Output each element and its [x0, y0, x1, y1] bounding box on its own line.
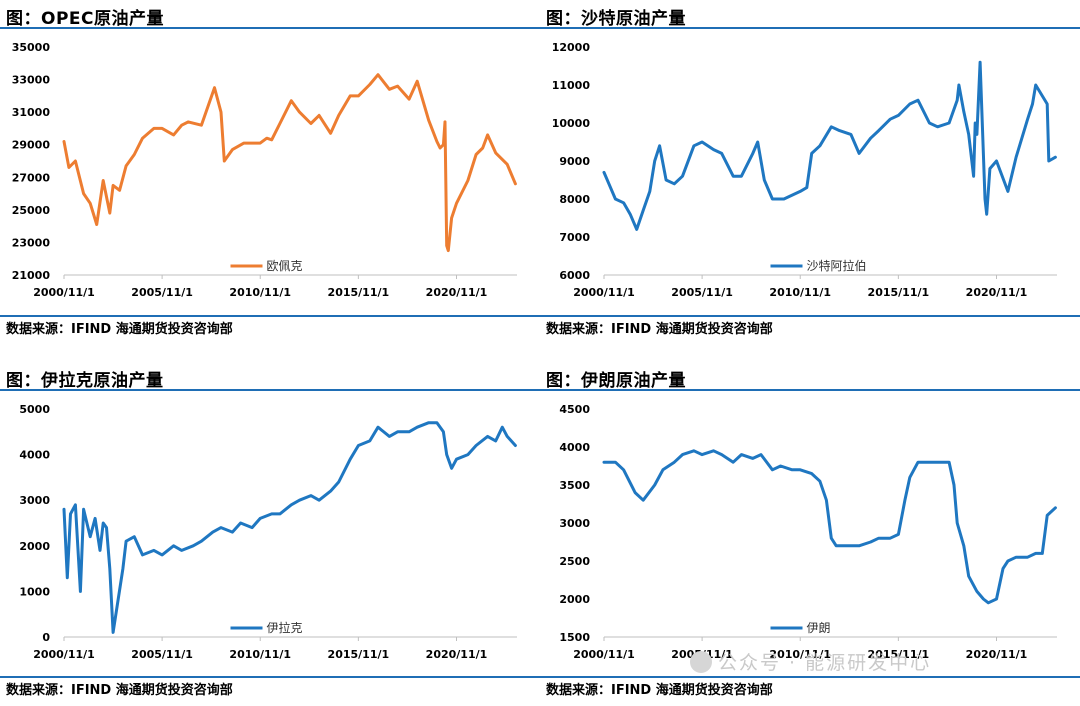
y-tick-label: 10000 — [552, 117, 591, 130]
x-tick-label: 2000/11/1 — [33, 286, 95, 299]
title-divider — [0, 389, 540, 391]
title-divider — [540, 389, 1080, 391]
x-tick-label: 2010/11/1 — [769, 648, 831, 661]
y-tick-label: 4000 — [559, 441, 590, 454]
y-tick-label: 9000 — [559, 155, 590, 168]
y-tick-label: 2000 — [559, 593, 590, 606]
iraq-line-chart: 0 1000 2000 3000 4000 5000 2000/11/1 2005/11/1 2… — [19, 403, 517, 661]
y-tick-label: 2500 — [559, 555, 590, 568]
x-tick-label: 2020/11/1 — [426, 648, 488, 661]
x-tick-label: 2000/11/1 — [573, 286, 635, 299]
y-tick-label: 4500 — [559, 403, 590, 416]
x-tick-label: 2000/11/1 — [573, 648, 635, 661]
x-tick-label: 2005/11/1 — [671, 286, 733, 299]
y-tick-label: 35000 — [12, 41, 51, 54]
series-line — [62, 73, 517, 253]
chart-title: 图：OPEC原油产量 — [6, 9, 164, 29]
y-tick-label: 7000 — [559, 231, 590, 244]
data-source: 数据来源：IFIND 海通期货投资咨询部 — [6, 683, 233, 698]
y-tick-label: 6000 — [559, 269, 590, 282]
data-source: 数据来源：IFIND 海通期货投资咨询部 — [6, 322, 233, 337]
chart-title: 图：伊拉克原油产量 — [6, 371, 164, 391]
y-tick-label: 3000 — [559, 517, 590, 530]
y-tick-label: 12000 — [552, 41, 591, 54]
y-tick-label: 23000 — [12, 236, 51, 249]
y-tick-label: 8000 — [559, 193, 590, 206]
y-tick-label: 3500 — [559, 479, 590, 492]
y-tick-label: 21000 — [12, 269, 51, 282]
x-tick-label: 2010/11/1 — [769, 286, 831, 299]
x-tick-label: 2020/11/1 — [966, 286, 1028, 299]
wechat-icon — [690, 651, 712, 673]
chart-title: 图：伊朗原油产量 — [546, 371, 686, 391]
series-line — [602, 60, 1057, 231]
watermark-text: 公众号 · 能源研发中心 — [718, 652, 932, 674]
x-tick-label: 2000/11/1 — [33, 648, 95, 661]
series-line — [602, 449, 1057, 605]
series-line — [62, 421, 517, 634]
legend-label: 沙特阿拉伯 — [807, 258, 867, 273]
source-divider — [0, 315, 540, 317]
chart-title: 图：沙特原油产量 — [546, 9, 686, 29]
y-tick-label: 1000 — [19, 585, 50, 598]
x-tick-label: 2010/11/1 — [229, 286, 291, 299]
x-tick-label: 2015/11/1 — [328, 286, 390, 299]
legend-label: 伊拉克 — [267, 620, 303, 635]
y-tick-label: 1500 — [559, 631, 590, 644]
panel-iraq: 图：伊拉克原油产量 0 1000 2000 3000 4000 5000 2000/11/1… — [0, 362, 540, 706]
data-source: 数据来源：IFIND 海通期货投资咨询部 — [546, 683, 773, 698]
data-source: 数据来源：IFIND 海通期货投资咨询部 — [546, 322, 773, 337]
x-tick-label: 2005/11/1 — [131, 286, 193, 299]
x-tick-label: 2020/11/1 — [966, 648, 1028, 661]
y-tick-label: 4000 — [19, 449, 50, 462]
y-tick-label: 2000 — [19, 540, 50, 553]
x-tick-label: 2015/11/1 — [868, 648, 930, 661]
title-divider — [0, 27, 540, 29]
y-tick-label: 5000 — [19, 403, 50, 416]
legend-label: 伊朗 — [807, 621, 831, 635]
y-tick-label: 27000 — [12, 171, 51, 184]
y-tick-label: 25000 — [12, 204, 51, 217]
source-divider — [0, 676, 540, 678]
x-tick-label: 2015/11/1 — [868, 286, 930, 299]
panel-opec: 图：OPEC原油产量 21000 23000 25000 27000 29000 3100… — [0, 0, 540, 345]
opec-line-chart: 21000 23000 25000 27000 29000 31000 33000 35000… — [12, 41, 517, 299]
x-tick-label: 2015/11/1 — [328, 648, 390, 661]
source-divider — [540, 315, 1080, 317]
iran-line-chart: 15002000250030003500400045002000/11/1200… — [559, 403, 1057, 661]
y-tick-label: 0 — [42, 631, 50, 644]
y-tick-label: 29000 — [12, 139, 51, 152]
y-tick-label: 3000 — [19, 494, 50, 507]
x-tick-label: 2010/11/1 — [229, 648, 291, 661]
y-tick-label: 33000 — [12, 74, 51, 87]
saudi-line-chart: 6000 7000 8000 9000 10000 11000 12000 2000/11/1… — [552, 41, 1057, 299]
legend-label: 欧佩克 — [267, 259, 303, 273]
watermark: 公众号 · 能源研发中心 — [690, 648, 931, 675]
title-divider — [540, 27, 1080, 29]
x-tick-label: 2005/11/1 — [131, 648, 193, 661]
source-divider — [540, 676, 1080, 678]
y-tick-label: 11000 — [552, 79, 591, 92]
y-tick-label: 31000 — [12, 106, 51, 119]
panel-saudi: 图：沙特原油产量 6000 7000 8000 9000 10000 11000 12000… — [540, 0, 1080, 345]
panel-iran: 图：伊朗原油产量 1500 2000 2500 3000 3500 4000 4500 200… — [540, 362, 1080, 706]
x-tick-label: 2020/11/1 — [426, 286, 488, 299]
